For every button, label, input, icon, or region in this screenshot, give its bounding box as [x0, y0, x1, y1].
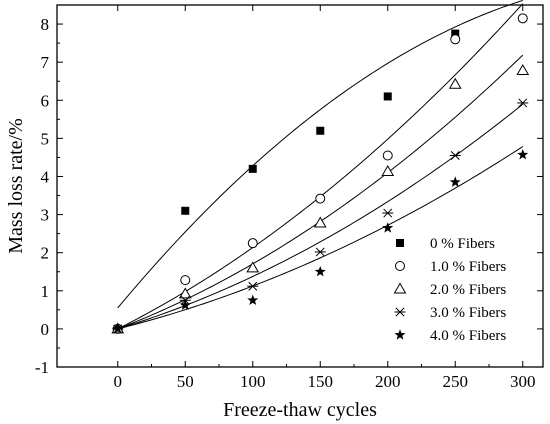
legend: 0 % Fibers 1.0 % Fibers 2.0 % Fibers 3.0 % …	[393, 236, 506, 344]
data-point	[248, 164, 257, 173]
data-point	[112, 323, 124, 334]
legend-label: 2.0 % Fibers	[430, 282, 506, 298]
data-point	[383, 92, 392, 101]
y-tick-label: 3	[41, 206, 50, 225]
y-axis-title: Mass loss rate/%	[5, 118, 27, 254]
x-axis-title: Freeze-thaw cycles	[223, 399, 377, 421]
data-point	[314, 247, 326, 257]
data-point	[247, 294, 259, 306]
data-point	[180, 275, 191, 286]
legend-marker	[395, 261, 405, 271]
data-point	[450, 34, 461, 45]
data-point	[382, 208, 394, 218]
fit-curves	[117, 0, 524, 330]
x-tick-label: 300	[510, 372, 536, 391]
y-tick-label: 0	[41, 320, 50, 339]
data-point	[181, 206, 190, 215]
data-point	[247, 238, 258, 249]
data-point	[449, 176, 461, 187]
data-points	[111, 13, 530, 334]
data-point	[449, 151, 461, 160]
data-point	[316, 126, 325, 135]
fit-curve	[117, 0, 523, 309]
data-point	[315, 193, 326, 204]
y-tick-label: 1	[41, 282, 50, 301]
axis-ticks: 0 50 100 150 200 250 300 -1 0 1 2 3 4 5 6 7 8	[35, 5, 543, 391]
data-point	[451, 29, 460, 38]
fit-curve	[117, 3, 524, 330]
data-point	[313, 216, 327, 228]
legend-label: 0 % Fibers	[430, 236, 495, 252]
legend-marker	[393, 282, 407, 294]
x-tick-label: 0	[114, 372, 123, 391]
x-tick-label: 200	[375, 372, 401, 391]
data-point	[247, 281, 259, 291]
data-point	[382, 150, 393, 161]
data-point	[178, 287, 192, 299]
y-tick-label: 4	[41, 167, 50, 186]
legend-marker	[394, 307, 406, 317]
y-tick-label: 8	[41, 15, 50, 34]
y-tick-label: 7	[41, 53, 50, 72]
data-point	[246, 261, 260, 273]
data-point	[517, 148, 529, 160]
legend-label: 1.0 % Fibers	[430, 259, 506, 275]
data-point	[516, 64, 530, 76]
x-tick-label: 150	[308, 372, 334, 391]
y-tick-label: -1	[35, 358, 49, 377]
data-point	[517, 13, 528, 24]
data-point	[517, 98, 529, 108]
data-point	[448, 77, 462, 89]
x-tick-label: 50	[177, 372, 194, 391]
plot-frame	[56, 4, 544, 368]
legend-label: 4.0 % Fibers	[430, 328, 506, 344]
data-point	[382, 222, 394, 233]
data-point	[179, 299, 191, 310]
data-point	[314, 265, 326, 277]
y-tick-label: 2	[41, 244, 50, 263]
data-point	[381, 165, 395, 177]
x-tick-label: 250	[443, 372, 469, 391]
legend-marker	[396, 239, 404, 247]
y-tick-label: 5	[41, 129, 50, 148]
fit-curve	[117, 146, 524, 330]
x-tick-label: 100	[240, 372, 266, 391]
legend-label: 3.0 % Fibers	[430, 305, 506, 321]
legend-marker	[394, 329, 406, 340]
y-tick-label: 6	[41, 91, 50, 110]
